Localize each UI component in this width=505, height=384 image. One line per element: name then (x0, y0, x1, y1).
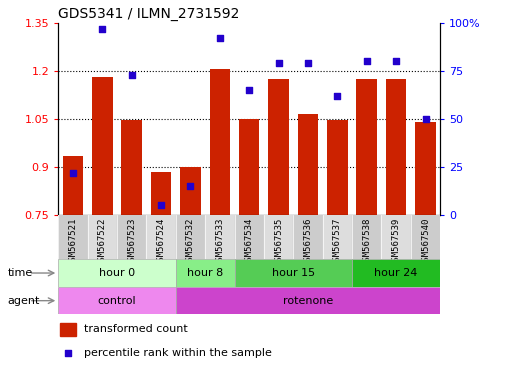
Bar (150, 172, 171, 215)
Text: GSM567522: GSM567522 (97, 217, 107, 266)
Bar (92, 78, 112, 215)
Bar (234, 259, 351, 287)
Bar (410, 215, 439, 259)
Bar (351, 259, 439, 287)
Bar (60, 323, 76, 336)
Text: GSM567540: GSM567540 (420, 217, 429, 266)
Bar (63, 156, 83, 215)
Bar (326, 120, 347, 215)
Bar (385, 79, 406, 215)
Text: GSM567521: GSM567521 (68, 217, 77, 266)
Bar (381, 215, 410, 259)
Text: GSM567523: GSM567523 (127, 217, 136, 266)
Text: hour 0: hour 0 (98, 268, 135, 278)
Bar (264, 215, 293, 259)
Bar (415, 122, 435, 215)
Bar (322, 215, 351, 259)
Point (245, 87, 253, 93)
Bar (293, 215, 322, 259)
Text: rotenone: rotenone (282, 296, 332, 306)
Text: GSM567538: GSM567538 (362, 217, 371, 266)
Text: GSM567532: GSM567532 (185, 217, 194, 266)
Bar (87, 215, 117, 259)
Bar (180, 167, 200, 215)
Point (69, 170, 77, 176)
Point (391, 58, 399, 65)
Bar (58, 259, 175, 287)
Point (186, 183, 194, 189)
Point (274, 60, 282, 66)
Bar (175, 287, 439, 314)
Text: GSM567535: GSM567535 (274, 217, 282, 266)
Bar (58, 287, 175, 314)
Text: control: control (97, 296, 136, 306)
Text: GDS5341 / ILMN_2731592: GDS5341 / ILMN_2731592 (58, 7, 239, 21)
Bar (58, 215, 87, 259)
Bar (209, 70, 230, 215)
Bar (268, 79, 288, 215)
Bar (121, 120, 142, 215)
Text: GSM567534: GSM567534 (244, 217, 253, 266)
Bar (117, 215, 146, 259)
Bar (238, 119, 259, 215)
Bar (234, 215, 264, 259)
Text: hour 15: hour 15 (271, 268, 314, 278)
Bar (146, 215, 175, 259)
Text: GSM567537: GSM567537 (332, 217, 341, 266)
Bar (356, 79, 376, 215)
Text: hour 8: hour 8 (187, 268, 223, 278)
Text: GSM567524: GSM567524 (156, 217, 165, 266)
Point (64, 350, 72, 356)
Text: percentile rank within the sample: percentile rank within the sample (84, 348, 272, 358)
Text: GSM567533: GSM567533 (215, 217, 224, 266)
Text: GSM567539: GSM567539 (391, 217, 400, 266)
Point (157, 202, 165, 209)
Point (215, 35, 223, 41)
Point (98, 26, 106, 32)
Text: transformed count: transformed count (84, 324, 188, 334)
Text: agent: agent (8, 296, 40, 306)
Point (127, 72, 135, 78)
Text: time: time (8, 268, 33, 278)
Point (362, 58, 370, 65)
Text: hour 24: hour 24 (374, 268, 417, 278)
Point (421, 116, 429, 122)
Bar (205, 215, 234, 259)
Bar (297, 114, 318, 215)
Bar (175, 215, 205, 259)
Point (333, 93, 341, 99)
Point (304, 60, 312, 66)
Bar (351, 215, 381, 259)
Text: GSM567536: GSM567536 (303, 217, 312, 266)
Bar (175, 259, 234, 287)
